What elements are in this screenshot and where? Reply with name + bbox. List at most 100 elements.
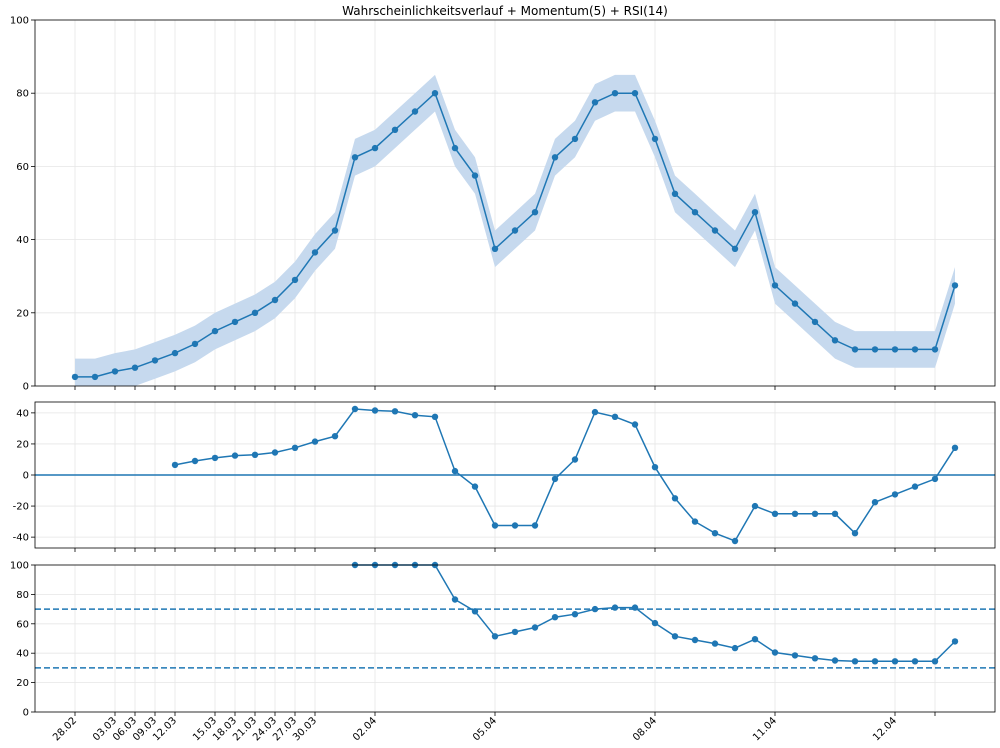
y-tick-label: 0 xyxy=(23,471,29,482)
data-point xyxy=(951,282,959,289)
data-point xyxy=(291,444,299,451)
data-point xyxy=(611,413,619,420)
y-tick-label: 0 xyxy=(23,708,29,719)
data-point xyxy=(891,346,899,353)
data-point xyxy=(871,658,879,665)
y-tick-label: 80 xyxy=(16,590,29,601)
data-point xyxy=(711,530,719,537)
data-point xyxy=(831,657,839,664)
y-tick-label: 60 xyxy=(16,619,29,630)
data-point xyxy=(651,464,659,471)
data-point xyxy=(671,633,679,640)
data-point xyxy=(511,227,519,234)
data-point xyxy=(271,296,279,304)
data-point xyxy=(151,357,159,364)
y-tick-label: 40 xyxy=(16,649,29,660)
x-tick-label: 11.04 xyxy=(751,715,779,743)
data-point xyxy=(471,172,479,179)
probability-panel: 0 20 40 60 80 100 xyxy=(10,16,996,393)
data-point xyxy=(671,190,679,197)
y-tick-label: 0 xyxy=(23,382,29,393)
data-point xyxy=(591,605,599,613)
data-point xyxy=(251,451,259,458)
series-line xyxy=(174,408,956,542)
data-point xyxy=(91,373,99,381)
data-point xyxy=(751,636,759,643)
data-point xyxy=(931,658,939,665)
data-point xyxy=(311,438,319,445)
data-point xyxy=(531,624,539,631)
data-point xyxy=(211,454,219,462)
data-point xyxy=(711,227,719,234)
data-point xyxy=(391,126,399,133)
data-point xyxy=(331,227,339,234)
data-point xyxy=(591,99,599,106)
data-point xyxy=(631,421,639,428)
y-tick-label: 40 xyxy=(16,408,29,419)
data-point xyxy=(751,502,759,510)
momentum-panel: -40 -20 0 20 40 xyxy=(13,401,996,552)
data-point xyxy=(731,245,739,252)
data-point xyxy=(951,444,959,451)
data-point xyxy=(891,491,899,498)
data-point xyxy=(551,614,559,621)
data-point xyxy=(791,510,799,517)
data-point xyxy=(651,135,659,143)
data-point xyxy=(551,475,559,483)
data-point xyxy=(251,309,259,316)
data-point xyxy=(231,452,239,459)
data-point xyxy=(651,619,659,627)
x-tick-label: 08.04 xyxy=(631,715,659,743)
data-point xyxy=(531,209,539,216)
x-tick-label: 12.04 xyxy=(871,715,899,743)
data-point xyxy=(831,510,839,517)
data-point xyxy=(871,499,879,506)
data-point xyxy=(851,346,859,353)
data-point xyxy=(531,522,539,529)
data-point xyxy=(611,604,619,611)
data-point xyxy=(391,408,399,415)
data-point xyxy=(931,475,939,483)
data-point xyxy=(711,640,719,647)
data-point xyxy=(451,467,459,475)
data-point xyxy=(191,340,199,348)
y-tick-label: -40 xyxy=(13,533,29,544)
data-point xyxy=(431,90,439,97)
data-point xyxy=(511,522,519,529)
data-point xyxy=(551,154,559,161)
y-tick-label: -20 xyxy=(13,502,29,513)
data-point xyxy=(811,655,819,662)
data-point xyxy=(411,108,419,115)
data-point xyxy=(891,658,899,665)
x-tick-label: 02.04 xyxy=(351,715,379,743)
data-point xyxy=(771,510,779,517)
data-point xyxy=(451,144,459,152)
data-point xyxy=(191,457,199,465)
data-point xyxy=(131,364,139,371)
data-point xyxy=(211,327,219,335)
y-tick-label: 100 xyxy=(10,561,29,572)
data-point xyxy=(491,633,499,640)
axes-frame xyxy=(34,19,996,387)
data-point xyxy=(371,144,379,152)
data-point xyxy=(871,346,879,353)
data-point xyxy=(731,644,739,652)
data-point xyxy=(691,209,699,216)
data-point xyxy=(111,368,119,375)
y-tick-label: 100 xyxy=(10,16,29,27)
data-point xyxy=(491,245,499,252)
data-point xyxy=(851,658,859,665)
data-point xyxy=(351,154,359,161)
data-point xyxy=(471,483,479,490)
data-point xyxy=(931,346,939,353)
data-point xyxy=(231,318,239,326)
x-tick-label: 28.02 xyxy=(51,715,79,743)
data-point xyxy=(291,276,299,284)
data-point xyxy=(951,638,959,645)
data-point xyxy=(771,282,779,289)
data-point xyxy=(171,349,179,357)
data-point xyxy=(71,373,79,381)
data-point xyxy=(311,249,319,256)
data-point xyxy=(631,90,639,97)
y-tick-label: 40 xyxy=(16,235,29,246)
